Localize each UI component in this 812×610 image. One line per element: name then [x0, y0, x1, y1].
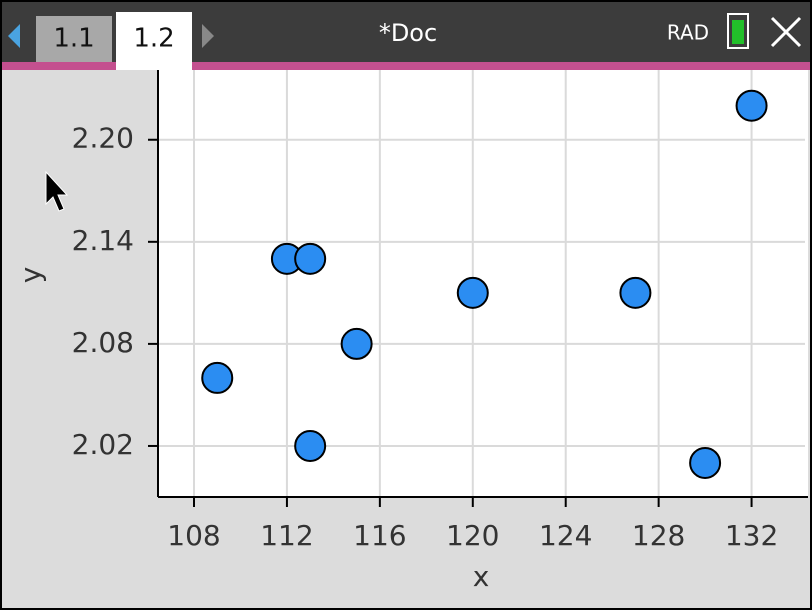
x-tick-label: 120: [446, 519, 499, 552]
point: [201, 361, 234, 394]
x-axis-label: x: [473, 560, 490, 593]
tab-active[interactable]: [116, 12, 192, 70]
cursor: [45, 170, 69, 212]
point: [735, 89, 768, 122]
point: [456, 276, 489, 309]
point: [340, 327, 373, 360]
accent-strip: [0, 62, 812, 70]
y-tick-label: 2.20: [72, 122, 134, 155]
y-axis-label: y: [14, 267, 47, 284]
x-tick-label: 128: [632, 519, 685, 552]
y-tick-label: 2.14: [72, 224, 134, 257]
prev-arrow[interactable]: [8, 24, 20, 48]
x-tick-label: 116: [353, 519, 406, 552]
close-button[interactable]: [770, 16, 802, 48]
tab[interactable]: [36, 16, 112, 62]
y-tick-label: 2.08: [72, 326, 134, 359]
point: [294, 429, 327, 462]
point: [689, 446, 722, 479]
y-tick-label: 2.02: [72, 428, 134, 461]
x-tick-label: 108: [167, 519, 220, 552]
point: [294, 242, 327, 275]
x-tick-label: 124: [539, 519, 592, 552]
battery-level: [732, 20, 744, 44]
x-tick-label: 112: [260, 519, 313, 552]
next-arrow[interactable]: [202, 24, 214, 48]
tab-label[interactable]: 1.2: [133, 24, 174, 54]
angle-mode: RAD: [667, 21, 709, 45]
tab-label[interactable]: 1.1: [53, 24, 94, 54]
x-tick-label: 132: [725, 519, 778, 552]
point: [619, 276, 652, 309]
plot: 108 112 116 120 124 128 132 2.20 2.14 2.08 2.02: [72, 70, 805, 552]
doc-title: *Doc: [379, 19, 437, 47]
